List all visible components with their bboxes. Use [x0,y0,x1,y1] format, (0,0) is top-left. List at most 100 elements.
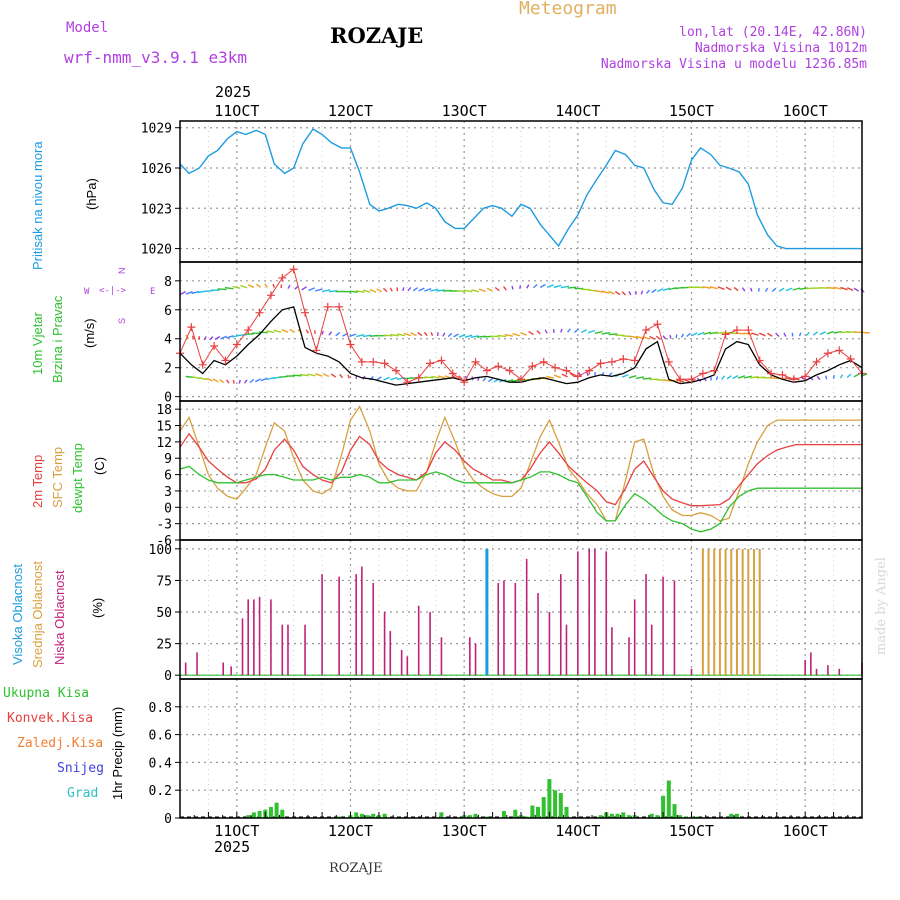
x-tick-label-top: 16OCT [783,102,828,120]
wind-arrow [179,291,187,296]
wind-gust-point [721,330,730,339]
wind-arrow [757,287,760,292]
wind-arrow [853,287,860,292]
wind-gust-point [380,359,389,368]
wind-arrow [846,287,854,292]
wind-arrow [608,290,615,295]
wind-arrow [273,329,282,333]
wind-arrow [628,335,638,339]
wind-arrow [199,377,207,381]
sfc-temp-line [179,405,862,522]
wind-arrow [305,329,310,334]
wind-arrow [456,290,466,293]
wind-arrow [569,372,575,377]
wind-gust-point [232,340,241,349]
wind-arrow [635,335,644,340]
pressure-axis-label: Pritisak na nivou mora [30,141,45,270]
y-tick-label: 0.6 [149,729,172,744]
wind-arrow [759,332,766,337]
precip-bar [735,813,739,818]
wind-arrow [717,286,725,290]
wind-arrow [767,332,773,337]
precip-legend-convective: Konvek.Kisa [7,711,94,726]
wind-gust-point [312,346,321,355]
wind-gust-point [505,366,514,375]
wind-arrow [560,328,563,333]
wind-arrow [528,330,534,336]
precip-bar [513,809,518,818]
x-tick-label-bottom: 14OCT [555,822,600,840]
wind-gust-point [437,356,446,365]
wind-gust-point [323,302,332,311]
y-tick-label: 0.8 [149,701,172,716]
wind-arrow [805,331,810,337]
wind-arrow [778,287,785,292]
wind-axis-label-1: 10m Vjetar [30,312,45,375]
wind-arrow [219,378,225,384]
wind-arrow [812,331,818,336]
wind-arrow [680,333,685,338]
y-tick-label: -3 [156,518,172,533]
y-tick-label: 3 [164,485,172,500]
y-tick-label: 0 [164,391,172,406]
wind-arrow [669,334,672,339]
wind-gust-point [357,357,366,366]
wind-arrow [328,331,333,336]
wind-arrow [376,376,382,381]
wind-gust-point [812,357,821,366]
precip-legend-snow: Snijeg [57,761,104,776]
precip-bar [598,815,603,818]
wind-arrow [832,375,835,379]
wind-arrow [621,291,626,296]
wind-arrow [328,290,338,293]
y-tick-label: 6 [164,469,172,484]
wind-arrow [390,333,399,337]
wind-gust-point [494,362,503,371]
wind-arrow [553,374,562,379]
wind-gust-point [335,302,344,311]
precip-bar [655,815,660,818]
wind-arrow [743,332,752,336]
wind-arrow [743,375,752,379]
wind-arrow [715,376,719,381]
wind-arrow [819,331,827,336]
wind-arrow [594,330,603,335]
x-tick-label-top: 14OCT [555,102,600,120]
wind-arrow [775,332,780,337]
wind-gust-point [198,360,207,369]
wind-arrow [853,373,860,378]
wind-gust-point [266,291,275,300]
wind-arrow [191,335,195,340]
x-tick-label-bottom: 16OCT [783,822,828,840]
wind-arrow [839,374,844,379]
wind-arrow [322,373,330,378]
wind-arrow [289,328,296,334]
wind-arrow [430,332,434,337]
wind-gust-point [426,359,435,368]
wind-arrow [382,287,388,293]
wind-gust-point [607,357,616,366]
wind-arrow [533,283,538,289]
wind-arrow [503,286,507,291]
wind-arrow [561,373,568,378]
wind-gust-point [732,326,741,335]
wind-arrow [544,329,548,334]
wind-arrow [649,335,656,340]
wind-arrow [741,287,746,292]
wind-arrow [487,377,494,383]
wind-arrow [321,289,331,293]
precip-bar [530,805,535,818]
wind-arrow [396,333,406,337]
wind-arrow [833,330,842,334]
y-tick-label: 0.2 [149,784,172,799]
wind-arrow [402,287,405,292]
model-name: wrf-nmm_v3.9.1 e3km [64,48,248,67]
wind-arrow [258,331,268,334]
precip-bar [536,806,540,818]
wind-arrow [725,286,732,291]
wind-arrow [546,375,555,379]
precip-bar [666,780,671,818]
wind-arrow [695,286,705,289]
precip-legend-hail: Grad [67,786,99,801]
wind-gust-point [187,323,196,332]
